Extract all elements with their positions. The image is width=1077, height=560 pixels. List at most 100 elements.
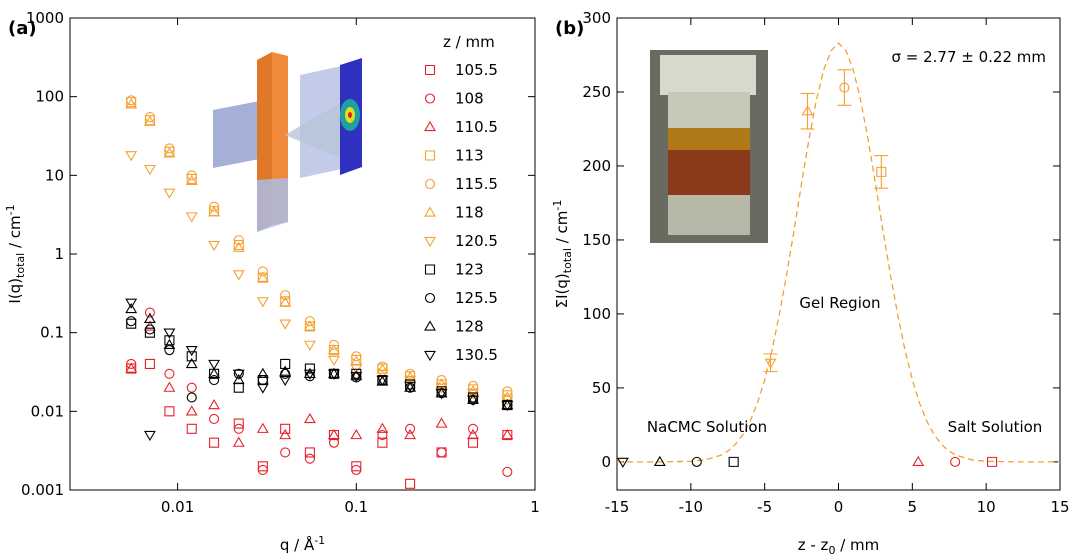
marker [209, 437, 220, 448]
marker [350, 370, 363, 381]
marker [143, 164, 156, 176]
marker [376, 369, 389, 380]
legend-marker [424, 320, 436, 331]
marker [467, 393, 479, 404]
legend-marker [424, 236, 436, 248]
legend-label: 125.5 [455, 289, 498, 307]
marker [257, 266, 268, 277]
marker [328, 369, 340, 380]
marker [303, 369, 316, 380]
y-tick-label: 10 [45, 166, 64, 184]
marker [304, 321, 315, 332]
x-tick-label: -15 [605, 498, 630, 516]
y-axis-label-part: I(q) [6, 278, 24, 304]
legend-label: 113 [455, 147, 484, 165]
legend-marker [424, 150, 436, 161]
y-tick-label: 0.1 [40, 324, 64, 342]
legend-label: 115.5 [455, 175, 498, 193]
marker [404, 428, 417, 440]
legend-marker [424, 120, 436, 132]
marker [125, 362, 138, 373]
y-tick-label: 0.01 [31, 402, 64, 420]
marker [256, 367, 269, 378]
marker [501, 399, 514, 410]
marker [186, 170, 197, 181]
marker [328, 339, 340, 350]
marker [279, 428, 292, 440]
y-tick-label: 150 [582, 231, 611, 249]
marker [233, 382, 244, 393]
marker [328, 367, 340, 378]
marker [436, 447, 447, 458]
marker [208, 206, 221, 217]
data-point [728, 456, 739, 467]
marker [164, 143, 175, 154]
x-tick-label: 0.01 [161, 498, 194, 516]
legend-label: 105.5 [455, 61, 498, 79]
marker [279, 375, 292, 387]
marker [303, 340, 316, 351]
marker [435, 417, 448, 428]
x-tick-label: -10 [679, 498, 704, 516]
marker [232, 369, 245, 380]
marker [467, 428, 479, 440]
marker [328, 429, 340, 441]
marker [280, 447, 291, 458]
marker [435, 389, 448, 400]
marker [280, 358, 291, 370]
y-tick-label: 1 [54, 245, 64, 263]
marker [303, 412, 316, 424]
x-axis-label-part: -1 [314, 534, 325, 547]
marker [404, 375, 417, 387]
marker [163, 188, 176, 199]
marker [328, 344, 340, 355]
marker [232, 241, 245, 252]
marker [435, 387, 448, 398]
marker [256, 422, 269, 433]
data-point [876, 166, 887, 177]
data-point [764, 358, 777, 369]
marker [303, 367, 316, 378]
y-tick-label: 100 [35, 88, 64, 106]
marker [502, 466, 513, 477]
error-bar [874, 155, 889, 189]
marker [257, 272, 268, 283]
marker [279, 319, 292, 330]
marker [209, 413, 220, 425]
y-tick-label: 1000 [26, 9, 64, 27]
x-tick-label: 10 [977, 498, 996, 516]
legend-label: 110.5 [455, 118, 498, 136]
data-point [801, 105, 814, 116]
marker [185, 405, 198, 416]
marker [328, 428, 340, 440]
y-axis-label-part: ΣI(q) [553, 273, 571, 308]
y-axis-label-part: total [14, 253, 27, 278]
marker [144, 324, 155, 335]
y-axis-label: ΣI(q)total / cm-1 [551, 200, 574, 309]
legend-marker [424, 64, 436, 76]
data-point [691, 456, 702, 467]
marker [232, 270, 245, 281]
marker [328, 355, 340, 367]
marker [467, 380, 479, 392]
panel-label: (a) [8, 18, 37, 39]
marker [164, 406, 175, 417]
y-axis-label-part: / cm [6, 215, 24, 252]
marker [126, 318, 137, 329]
marker [143, 312, 156, 323]
panel-label: (b) [555, 18, 584, 39]
legend-marker [424, 93, 436, 104]
marker [256, 271, 269, 282]
schematic-inset [213, 52, 362, 232]
legend-label: 118 [455, 204, 484, 222]
marker [125, 298, 138, 309]
x-tick-label: 5 [908, 498, 918, 516]
x-axis-label-part: q / Å [280, 535, 315, 554]
data-point [912, 455, 925, 467]
marker [126, 316, 137, 327]
marker [376, 363, 389, 374]
marker [350, 372, 363, 383]
marker [405, 423, 416, 434]
y-axis-label-part: total [561, 248, 574, 273]
